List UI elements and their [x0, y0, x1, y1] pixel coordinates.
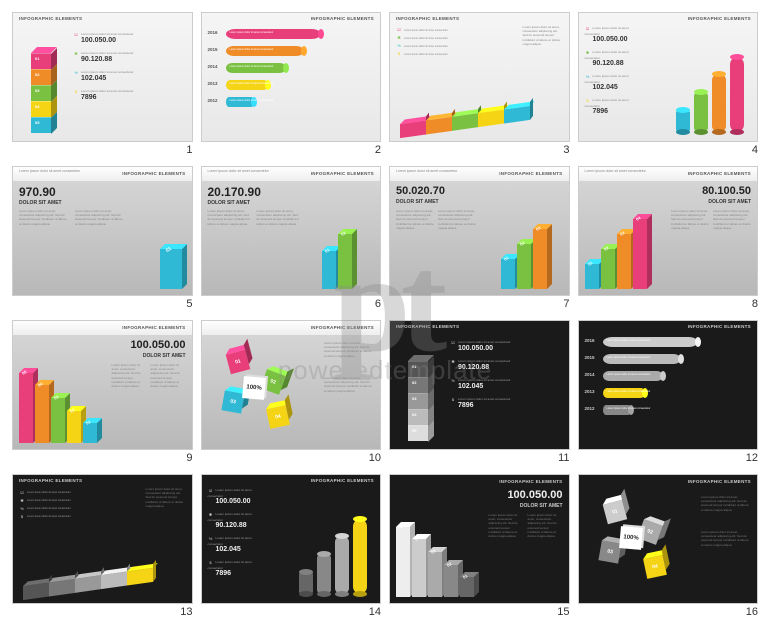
- cell-number: 8: [578, 296, 759, 310]
- cube-scatter: 01 02 03 04 100%: [585, 487, 670, 572]
- cell-number: 13: [12, 604, 193, 618]
- big-number: 100.050.00: [130, 339, 185, 351]
- cell-2: INFOGRAPHIC ELEMENTS 2016Lorem ipsum dol…: [201, 12, 382, 156]
- cell-number: 11: [389, 450, 570, 464]
- hbar-chart: 2016Lorem ipsum dolor sit amet consectet…: [585, 335, 752, 443]
- cell-1: INFOGRAPHIC ELEMENTS 0102030405 ☑Lorem i…: [12, 12, 193, 156]
- cell-number: 14: [201, 604, 382, 618]
- thumb-6[interactable]: Lorem ipsum dolor sit amet consectetur I…: [201, 166, 382, 296]
- icon-rows: ☑Lorem ipsum dolor sit amet consectetur✱…: [19, 489, 144, 521]
- cell-12: INFOGRAPHIC ELEMENTS 2016Lorem ipsum dol…: [578, 320, 759, 464]
- cell-4: INFOGRAPHIC ELEMENTS ☑Lorem ipsum dolor …: [578, 12, 759, 156]
- thumb-13[interactable]: INFOGRAPHIC ELEMENTS ☑Lorem ipsum dolor …: [12, 474, 193, 604]
- cell-number: 9: [12, 450, 193, 464]
- value-list: ☑Lorem ipsum dolor sit amet consectetur1…: [208, 487, 263, 583]
- big-number: 80.100.50: [702, 185, 751, 197]
- cell-16: INFOGRAPHIC ELEMENTS 01 02 03 04 100% Lo…: [578, 474, 759, 618]
- cell-number: 3: [389, 142, 570, 156]
- cell-number: 15: [389, 604, 570, 618]
- cell-number: 4: [578, 142, 759, 156]
- thumb-2[interactable]: INFOGRAPHIC ELEMENTS 2016Lorem ipsum dol…: [201, 12, 382, 142]
- cell-number: 5: [12, 296, 193, 310]
- cube-scatter: 01 02 03 04 100%: [208, 337, 293, 422]
- cell-3: INFOGRAPHIC ELEMENTS ☑Lorem ipsum dolor …: [389, 12, 570, 156]
- thumb-14[interactable]: INFOGRAPHIC ELEMENTS ☑Lorem ipsum dolor …: [201, 474, 382, 604]
- thumb-12[interactable]: INFOGRAPHIC ELEMENTS 2016Lorem ipsum dol…: [578, 320, 759, 450]
- thumb-9[interactable]: INFOGRAPHIC ELEMENTS 100.050.00 DOLOR SI…: [12, 320, 193, 450]
- bar-group: 05 04 03 02 01: [19, 368, 104, 443]
- cell-number: 12: [578, 450, 759, 464]
- cell-7: Lorem ipsum dolor sit amet consectetur I…: [389, 166, 570, 310]
- cell-10: INFOGRAPHIC ELEMENTS 01 02 03 04 100% Lo…: [201, 320, 382, 464]
- segmented-bar: [400, 106, 530, 138]
- cylinder-chart: [676, 55, 751, 135]
- title-band: Lorem ipsum dolor sit amet consectetur I…: [202, 167, 381, 181]
- thumb-4[interactable]: INFOGRAPHIC ELEMENTS ☑Lorem ipsum dolor …: [578, 12, 759, 142]
- thumb-16[interactable]: INFOGRAPHIC ELEMENTS 01 02 03 04 100% Lo…: [578, 474, 759, 604]
- thumb-5[interactable]: Lorem ipsum dolor sit amet consectetur I…: [12, 166, 193, 296]
- cell-number: 2: [201, 142, 382, 156]
- header: INFOGRAPHIC ELEMENTS: [311, 16, 374, 21]
- thumb-8[interactable]: Lorem ipsum dolor sit amet consectetur I…: [578, 166, 759, 296]
- title-band: Lorem ipsum dolor sit amet consectetur I…: [13, 167, 192, 181]
- cell-11: INFOGRAPHIC ELEMENTS 0102030405 ☑Lorem i…: [389, 320, 570, 464]
- thumb-7[interactable]: Lorem ipsum dolor sit amet consectetur I…: [389, 166, 570, 296]
- header: INFOGRAPHIC ELEMENTS: [396, 16, 459, 21]
- value-list: ☑Lorem ipsum dolor sit amet consectetur1…: [73, 31, 186, 107]
- thumb-10[interactable]: INFOGRAPHIC ELEMENTS 01 02 03 04 100% Lo…: [201, 320, 382, 450]
- thumb-3[interactable]: INFOGRAPHIC ELEMENTS ☑Lorem ipsum dolor …: [389, 12, 570, 142]
- big-number: 970.90: [19, 185, 56, 199]
- cell-number: 7: [389, 296, 570, 310]
- cell-number: 6: [201, 296, 382, 310]
- subtitle: DOLOR SIT AMET: [19, 200, 62, 206]
- icon-rows: ☑Lorem ipsum dolor sit amet consectetur✱…: [396, 27, 521, 59]
- thumb-1[interactable]: INFOGRAPHIC ELEMENTS 0102030405 ☑Lorem i…: [12, 12, 193, 142]
- cylinder-chart: [299, 517, 374, 597]
- value-list: ☑Lorem ipsum dolor sit amet consectetur1…: [450, 339, 563, 415]
- thumb-11[interactable]: INFOGRAPHIC ELEMENTS 0102030405 ☑Lorem i…: [389, 320, 570, 450]
- hbar-chart: 2016Lorem ipsum dolor sit amet consectet…: [208, 27, 375, 135]
- big-number: 50.020.70: [396, 185, 445, 197]
- big-number: 100.050.00: [507, 489, 562, 501]
- cell-9: INFOGRAPHIC ELEMENTS 100.050.00 DOLOR SI…: [12, 320, 193, 464]
- header: INFOGRAPHIC ELEMENTS: [19, 16, 82, 21]
- single-bar: 01: [160, 249, 182, 289]
- header: INFOGRAPHIC ELEMENTS: [688, 16, 751, 21]
- bar-group: 01 02 03 04: [585, 214, 657, 289]
- thumbnail-grid: INFOGRAPHIC ELEMENTS 0102030405 ☑Lorem i…: [12, 12, 758, 618]
- stacked-column: 0102030405: [408, 361, 428, 441]
- bar-group: 05 04 03 02 01: [396, 522, 481, 597]
- segmented-bar: [23, 568, 153, 600]
- cell-6: Lorem ipsum dolor sit amet consectetur I…: [201, 166, 382, 310]
- cell-5: Lorem ipsum dolor sit amet consectetur I…: [12, 166, 193, 310]
- cell-13: INFOGRAPHIC ELEMENTS ☑Lorem ipsum dolor …: [12, 474, 193, 618]
- value-list: ☑Lorem ipsum dolor sit amet consectetur1…: [585, 25, 640, 121]
- paragraph: Lorem ipsum dolor sit amet, consectetur …: [523, 25, 563, 46]
- cell-15: INFOGRAPHIC ELEMENTS 100.050.00 DOLOR SI…: [389, 474, 570, 618]
- cell-8: Lorem ipsum dolor sit amet consectetur I…: [578, 166, 759, 310]
- cell-number: 1: [12, 142, 193, 156]
- bar-group: 01 02: [322, 229, 372, 289]
- cell-number: 10: [201, 450, 382, 464]
- thumb-15[interactable]: INFOGRAPHIC ELEMENTS 100.050.00 DOLOR SI…: [389, 474, 570, 604]
- cell-14: INFOGRAPHIC ELEMENTS ☑Lorem ipsum dolor …: [201, 474, 382, 618]
- cell-number: 16: [578, 604, 759, 618]
- bar-group: 01 02 03: [501, 224, 563, 289]
- big-number: 20.170.90: [208, 185, 261, 199]
- stacked-column: 0102030405: [31, 53, 51, 133]
